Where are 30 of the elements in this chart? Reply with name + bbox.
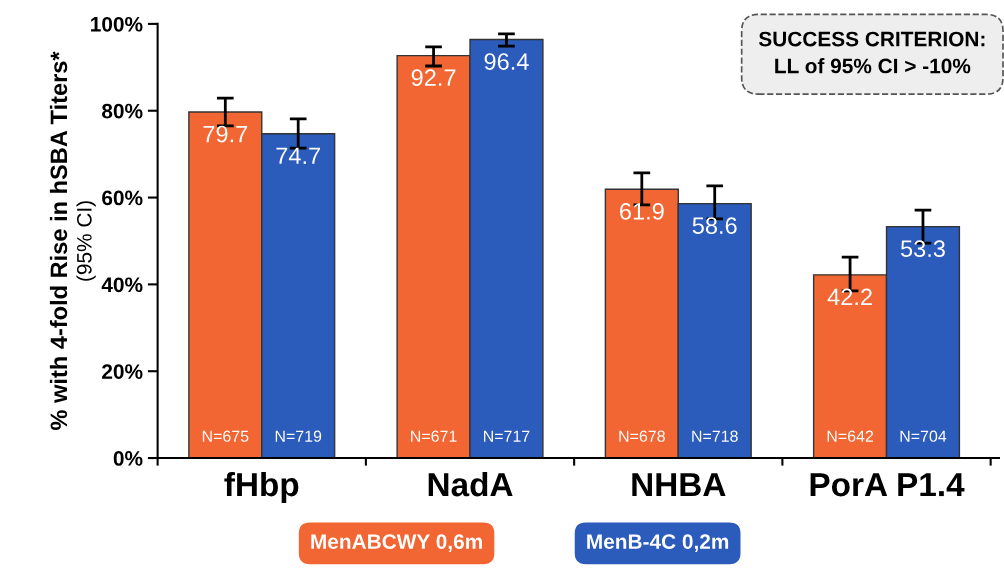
- y-tick-label: 0%: [113, 451, 143, 466]
- data-label: 96.4: [484, 53, 529, 70]
- annotation: SUCCESS CRITERION: LL of 95% CI > -10%: [758, 31, 985, 74]
- annotation: N=675: [202, 430, 249, 442]
- annotation: N=671: [411, 430, 457, 442]
- data-label: 42.2: [827, 288, 872, 305]
- data-label: 61.9: [620, 202, 664, 220]
- y-tick-label: 20%: [102, 364, 143, 379]
- y-tick-label: 80%: [102, 103, 143, 119]
- y-tick-label: 40%: [101, 277, 143, 293]
- annotation: N=719: [275, 430, 322, 442]
- y-tick-label: 100%: [91, 16, 143, 32]
- data-label: 58.6: [692, 217, 737, 234]
- y-tick-label: 60%: [102, 190, 143, 206]
- y-axis-title: % with 4-fold Rise in hSBA Titers* (95% CI): [49, 51, 96, 430]
- x-tick-label: NHBA: [632, 473, 726, 497]
- annotation: N=717: [484, 430, 530, 442]
- annotation: N=718: [692, 430, 738, 442]
- annotation: N=678: [619, 430, 665, 442]
- x-tick-label: NadA: [428, 471, 513, 497]
- annotation: N=704: [900, 430, 947, 442]
- data-label: 53.3: [900, 240, 945, 258]
- data-label: 92.7: [411, 69, 456, 86]
- annotation: N=642: [827, 430, 874, 442]
- x-tick-label: PorA P1.4: [810, 473, 965, 497]
- text: MenABCWY 0,6m: [311, 534, 482, 553]
- data-label: 79.7: [203, 125, 248, 143]
- x-tick-label: fHbp: [224, 471, 299, 504]
- data-label: 74.7: [276, 147, 320, 164]
- text: MenB-4C 0,2m: [587, 534, 729, 553]
